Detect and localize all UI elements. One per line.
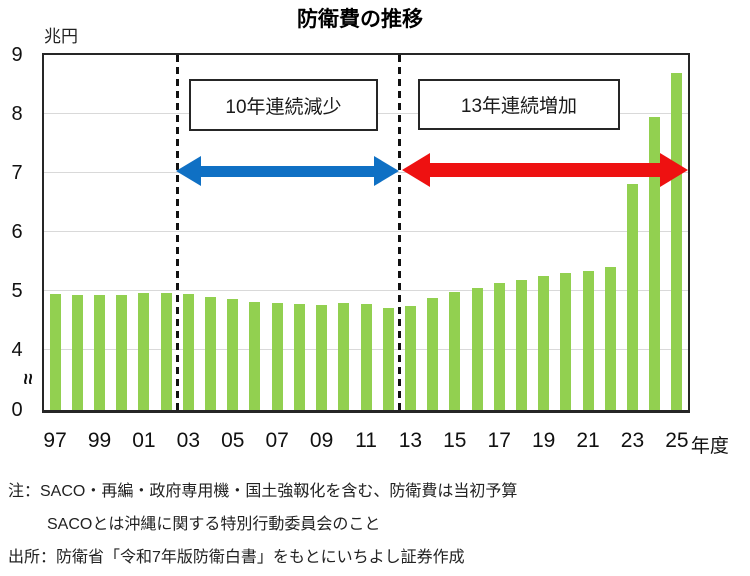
x-tick-label-25: 25 <box>665 429 689 452</box>
bar-01 <box>138 293 150 410</box>
bar-20 <box>560 272 572 410</box>
dashed-separator-after-12 <box>397 55 401 410</box>
y-tick-label-5: 5 <box>11 280 23 302</box>
bar-09 <box>316 304 328 410</box>
bar-22 <box>604 267 616 410</box>
gridline-6 <box>44 231 688 232</box>
x-tick-label-09: 09 <box>309 429 334 452</box>
increase-annotation-box: 13年連続増加 <box>418 79 620 130</box>
x-tick-label-15: 15 <box>443 429 467 452</box>
chart-title: 防衛費の推移 <box>297 8 423 31</box>
increase-range-arrow <box>402 153 688 187</box>
bar-16 <box>471 288 483 410</box>
y-axis-unit-label: 兆円 <box>44 27 78 46</box>
dashed-separator-after-02 <box>175 55 179 410</box>
bar-24 <box>649 116 661 410</box>
y-tick-label-8: 8 <box>11 103 23 125</box>
note-line-1: 注：SACO・再編・政府専用機・国土強靱化を含む、防衛費は当初予算 <box>8 483 518 500</box>
bar-19 <box>538 275 550 410</box>
decrease-range-arrow <box>176 156 399 186</box>
bar-11 <box>360 303 372 410</box>
x-tick-label-17: 17 <box>487 429 511 452</box>
bar-05 <box>227 299 239 410</box>
x-tick-label-23: 23 <box>620 429 645 452</box>
bar-97 <box>49 293 61 410</box>
bar-10 <box>338 303 350 410</box>
x-tick-label-97: 97 <box>43 429 67 452</box>
decrease-annotation-label: 10年連続減少 <box>225 96 342 118</box>
x-tick-label-19: 19 <box>531 429 556 452</box>
bar-14 <box>427 298 439 410</box>
bar-98 <box>71 294 83 410</box>
y-tick-label-6: 6 <box>11 221 23 243</box>
increase-annotation-label: 13年連続増加 <box>460 96 578 117</box>
arrow-shaft <box>201 165 374 177</box>
decrease-annotation-box: 10年連続減少 <box>189 79 378 131</box>
arrow-shaft <box>430 163 660 177</box>
plot-area: 10年連続減少 13年連続増加 <box>42 53 690 413</box>
bar-06 <box>249 302 261 410</box>
bar-99 <box>94 295 106 410</box>
arrow-right-head-icon <box>660 153 688 187</box>
bar-03 <box>182 293 194 410</box>
bar-17 <box>493 283 505 410</box>
y-tick-label-4: 4 <box>11 339 23 361</box>
x-tick-label-01: 01 <box>132 429 156 452</box>
x-tick-label-13: 13 <box>398 429 423 452</box>
x-tick-label-99: 99 <box>87 429 112 452</box>
bar-07 <box>271 302 283 410</box>
bar-25 <box>671 72 683 410</box>
y-tick-label-7: 7 <box>11 162 23 184</box>
bar-02 <box>160 293 172 410</box>
y-tick-label-0: 0 <box>11 399 23 421</box>
x-tick-label-21: 21 <box>576 429 600 452</box>
bar-21 <box>582 270 594 410</box>
bar-04 <box>205 296 217 410</box>
source-note: 出所：防衛省「令和7年版防衛白書」をもとにいちよし証券作成 <box>8 549 465 566</box>
note-line-2: SACOとは沖縄に関する特別行動委員会のこと <box>47 516 381 533</box>
bar-13 <box>404 305 416 410</box>
bar-23 <box>626 183 638 410</box>
arrow-right-head-icon <box>374 156 399 186</box>
x-tick-label-05: 05 <box>221 429 245 452</box>
x-tick-label-07: 07 <box>265 429 289 452</box>
gridline-5 <box>44 290 688 291</box>
x-axis-unit-suffix: 年度 <box>690 436 729 457</box>
y-axis-break-icon: ≈ <box>16 373 39 385</box>
bar-12 <box>382 308 394 410</box>
arrow-left-head-icon <box>176 156 201 186</box>
x-tick-label-11: 11 <box>355 429 377 452</box>
x-tick-label-03: 03 <box>176 429 201 452</box>
arrow-left-head-icon <box>402 153 430 187</box>
bar-08 <box>293 303 305 410</box>
y-tick-label-9: 9 <box>11 44 23 66</box>
bar-15 <box>449 292 461 410</box>
bar-00 <box>116 294 128 410</box>
bar-18 <box>515 279 527 410</box>
